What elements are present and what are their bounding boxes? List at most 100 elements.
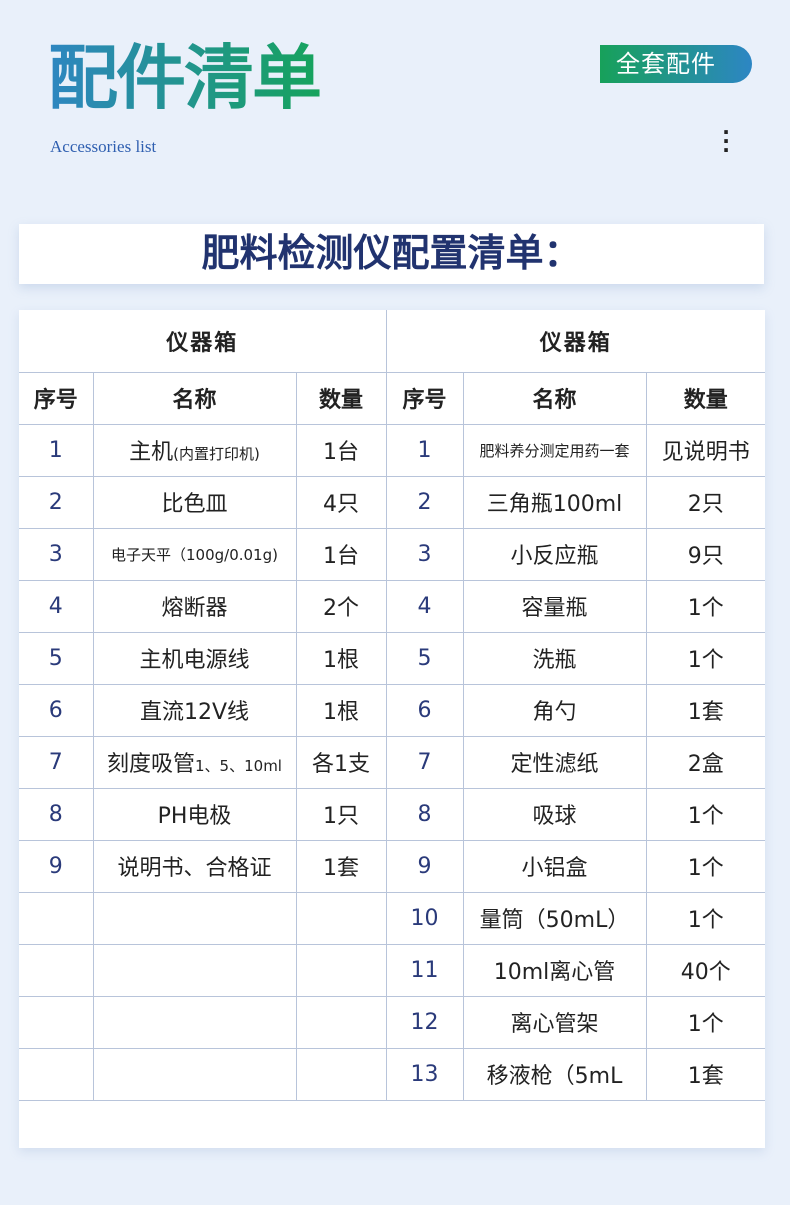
column-header: 数量	[645, 371, 765, 425]
item-number: 6	[385, 683, 464, 737]
item-name: PH电极	[92, 787, 297, 841]
item-name: 熔断器	[92, 579, 297, 633]
item-quantity: 2只	[645, 475, 765, 529]
item-quantity: 1个	[645, 839, 765, 893]
item-number: 7	[19, 735, 94, 789]
item-name: 小铝盒	[462, 839, 647, 893]
item-name: 比色皿	[92, 475, 297, 529]
item-number: 6	[19, 683, 94, 737]
table-row: 8 PH电极 1只 8 吸球 1个	[19, 787, 765, 841]
item-quantity: 4只	[295, 475, 387, 529]
full-set-badge: 全套配件	[600, 45, 752, 83]
item-name-text: 说明书、合格证	[117, 856, 272, 881]
column-header: 序号	[385, 371, 464, 425]
item-quantity: 9只	[645, 527, 765, 581]
empty-cell	[92, 891, 297, 945]
column-header: 序号	[19, 371, 94, 425]
item-quantity: 1个	[645, 891, 765, 945]
column-header: 名称	[462, 371, 647, 425]
item-quantity: 1套	[645, 1047, 765, 1101]
item-quantity: 见说明书	[645, 423, 765, 477]
item-name: 容量瓶	[462, 579, 647, 633]
item-name: 角勺	[462, 683, 647, 737]
table-row: 4 熔断器 2个 4 容量瓶 1个	[19, 579, 765, 633]
table-row: 6 直流12V线 1根 6 角勺 1套	[19, 683, 765, 737]
item-name: 10ml离心管	[462, 943, 647, 997]
item-note: (内置打印机)	[173, 445, 260, 463]
item-quantity: 1台	[295, 423, 387, 477]
item-name: 移液枪（5mL	[462, 1047, 647, 1101]
accessories-table: 仪器箱 仪器箱 序号 名称 数量 序号 名称 数量 1 主机(内置打印机) 1台 1 肥…	[19, 310, 765, 1101]
empty-cell	[295, 995, 387, 1049]
more-vertical-icon[interactable]: · · ·	[722, 120, 730, 162]
item-name: 电子天平（100g/0.01g)	[92, 527, 297, 581]
item-number: 1	[385, 423, 464, 477]
item-name-text: 比色皿	[161, 492, 228, 517]
empty-cell	[19, 891, 94, 945]
item-name: 主机(内置打印机)	[92, 423, 297, 477]
item-name-text: 主机	[129, 440, 174, 465]
empty-cell	[19, 1047, 94, 1101]
table-row: 7 刻度吸管1、5、10ml 各1支 7 定性滤纸 2盒	[19, 735, 765, 789]
page-subtitle: Accessories list	[50, 137, 157, 156]
column-header: 名称	[92, 371, 297, 425]
item-number: 2	[385, 475, 464, 529]
item-quantity: 1个	[645, 995, 765, 1049]
item-name: 肥料养分测定用药一套	[462, 423, 647, 477]
item-name-text: 主机电源线	[139, 648, 250, 673]
item-number: 11	[385, 943, 464, 997]
item-number: 7	[385, 735, 464, 789]
table-row: 3 电子天平（100g/0.01g) 1台 3 小反应瓶 9只	[19, 527, 765, 581]
item-name: 洗瓶	[462, 631, 647, 685]
item-number: 1	[19, 423, 94, 477]
item-name: 离心管架	[462, 995, 647, 1049]
empty-cell	[295, 1047, 387, 1101]
item-name-text: 电子天平（100g/0.01g)	[111, 545, 278, 564]
item-name: 小反应瓶	[462, 527, 647, 581]
item-number: 2	[19, 475, 94, 529]
item-name-text: 刻度吸管	[107, 752, 196, 777]
table-row: 13 移液枪（5mL 1套	[19, 1047, 765, 1101]
item-note: 1、5、10ml	[195, 757, 282, 775]
item-number: 4	[19, 579, 94, 633]
item-number: 9	[385, 839, 464, 893]
item-quantity: 1个	[645, 631, 765, 685]
item-number: 3	[19, 527, 94, 581]
item-name-text: 熔断器	[161, 596, 228, 621]
item-quantity: 1套	[645, 683, 765, 737]
accessories-table-card: 仪器箱 仪器箱 序号 名称 数量 序号 名称 数量 1 主机(内置打印机) 1台 1 肥…	[19, 310, 765, 1148]
table-row: 11 10ml离心管 40个	[19, 943, 765, 997]
empty-cell	[295, 943, 387, 997]
item-name: 三角瓶100ml	[462, 475, 647, 529]
item-quantity: 1台	[295, 527, 387, 581]
table-row: 5 主机电源线 1根 5 洗瓶 1个	[19, 631, 765, 685]
column-header: 数量	[295, 371, 387, 425]
item-name: 定性滤纸	[462, 735, 647, 789]
empty-cell	[295, 891, 387, 945]
table-row: 12 离心管架 1个	[19, 995, 765, 1049]
left-group-header: 仪器箱	[19, 310, 387, 373]
empty-cell	[19, 995, 94, 1049]
empty-cell	[92, 943, 297, 997]
item-quantity: 2盒	[645, 735, 765, 789]
table-row: 9 说明书、合格证 1套 9 小铝盒 1个	[19, 839, 765, 893]
item-number: 5	[19, 631, 94, 685]
item-number: 5	[385, 631, 464, 685]
item-name: 量筒（50mL）	[462, 891, 647, 945]
item-number: 8	[19, 787, 94, 841]
item-name: 直流12V线	[92, 683, 297, 737]
item-number: 10	[385, 891, 464, 945]
page-title: 配件清单	[48, 36, 322, 119]
item-number: 8	[385, 787, 464, 841]
item-number: 12	[385, 995, 464, 1049]
table-row: 2 比色皿 4只 2 三角瓶100ml 2只	[19, 475, 765, 529]
item-name-text: PH电极	[157, 804, 232, 829]
item-number: 4	[385, 579, 464, 633]
table-row: 1 主机(内置打印机) 1台 1 肥料养分测定用药一套 见说明书	[19, 423, 765, 477]
empty-cell	[92, 1047, 297, 1101]
item-quantity: 1个	[645, 579, 765, 633]
item-quantity: 1个	[645, 787, 765, 841]
item-quantity: 1根	[295, 631, 387, 685]
item-name: 主机电源线	[92, 631, 297, 685]
table-row: 10 量筒（50mL） 1个	[19, 891, 765, 945]
